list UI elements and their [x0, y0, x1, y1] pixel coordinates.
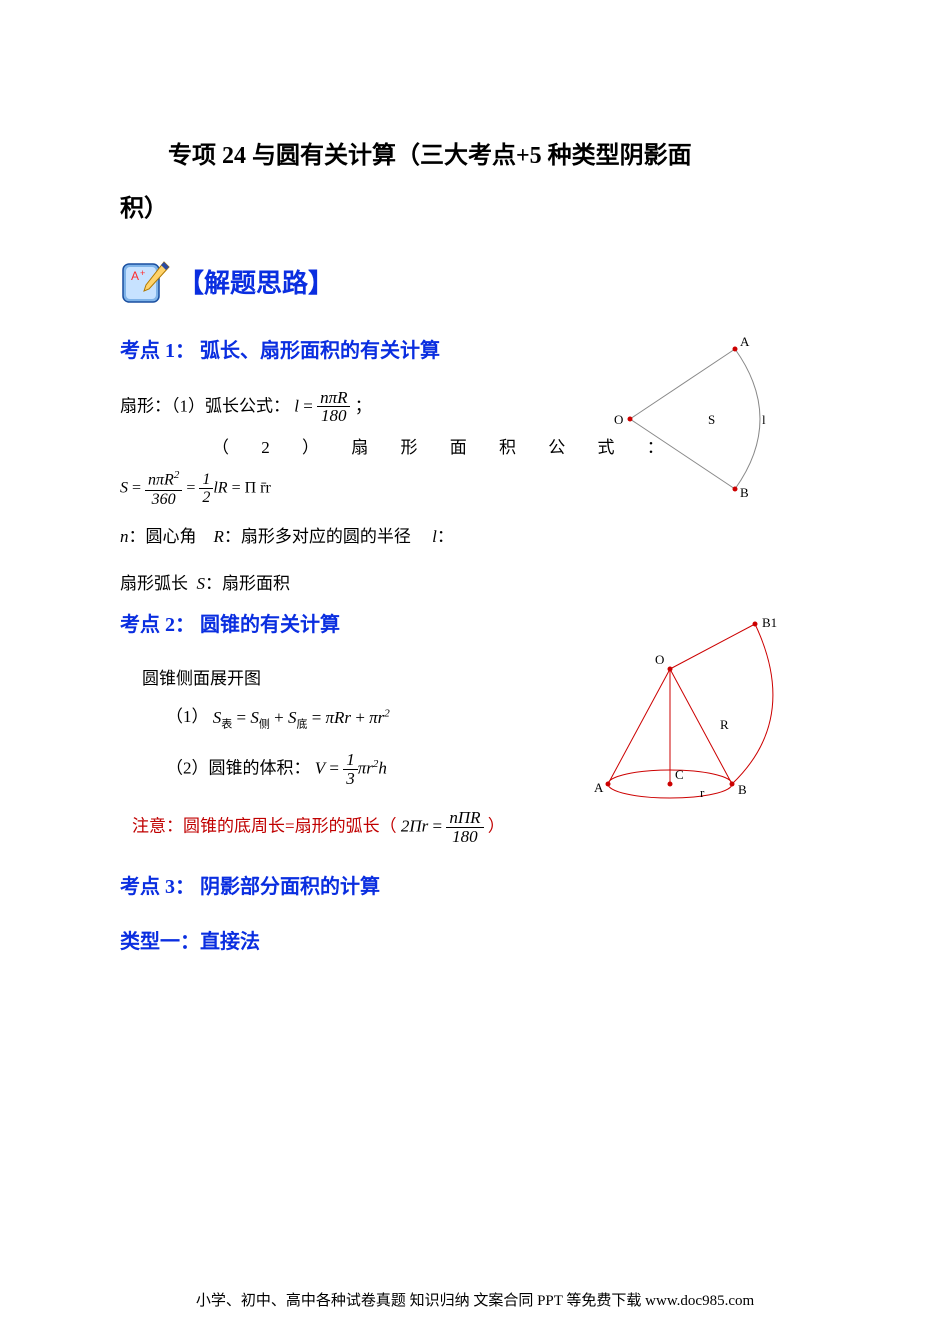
sector-diagram: O A B S l: [610, 334, 790, 504]
svg-text:A: A: [131, 269, 139, 283]
title-line-1: 专项 24 与圆有关计算（三大考点+5 种类型阴影面: [120, 130, 830, 183]
svg-text:B1: B1: [762, 615, 777, 630]
banner-text: 【解题思路】: [178, 263, 334, 300]
title-line-2: 积）: [120, 183, 830, 236]
svg-text:l: l: [762, 412, 766, 427]
svg-text:O: O: [655, 652, 664, 667]
kp1-p2-bullet: （ 2 ） 扇 形 面 积 公 式 ：: [212, 438, 678, 457]
volume-formula: V = 13πr2h: [315, 751, 387, 789]
symbol-defs-1: n：圆心角 R：扇形多对应的圆的半径 l：: [120, 522, 830, 547]
svg-text:r: r: [700, 785, 705, 800]
cone-diagram: O B1 A B C R r: [580, 609, 800, 829]
surface-area-formula: S表 = S侧 + S底 = πRr + πr2: [213, 702, 390, 735]
note-formula: 2Πr = nΠR180: [401, 809, 484, 847]
notebook-pencil-icon: A +: [120, 258, 172, 306]
content: O A B S l O B1 A B C R r: [120, 334, 830, 955]
svg-text:O: O: [614, 412, 623, 427]
page: 专项 24 与圆有关计算（三大考点+5 种类型阴影面 积） A + 【解题思路】…: [0, 0, 950, 1340]
note-prefix: 注意：圆锥的底周长=扇形的弧长（: [132, 816, 397, 835]
svg-text:R: R: [720, 717, 729, 732]
svg-text:B: B: [740, 485, 749, 500]
footer: 小学、初中、高中各种试卷真题 知识归纳 文案合同 PPT 等免费下载 www.d…: [0, 1289, 950, 1310]
kp1-p1-prefix: 扇形：（1）弧长公式：: [120, 396, 290, 415]
kp1-p1-suffix: ；: [355, 396, 372, 415]
svg-text:+: +: [140, 268, 145, 278]
kp3-sub: 类型一：直接法: [120, 925, 830, 954]
svg-text:A: A: [594, 780, 604, 795]
kp3-heading: 考点 3： 阴影部分面积的计算: [120, 870, 830, 899]
symbol-defs-2: 扇形弧长 S：扇形面积: [120, 569, 830, 594]
svg-text:C: C: [675, 767, 684, 782]
svg-text:A: A: [740, 334, 750, 349]
svg-text:S: S: [708, 412, 715, 427]
svg-text:B: B: [738, 782, 747, 797]
note-suffix: ）: [488, 816, 505, 835]
banner: A + 【解题思路】: [120, 258, 830, 306]
arc-length-formula: l = nπR180: [294, 389, 350, 427]
